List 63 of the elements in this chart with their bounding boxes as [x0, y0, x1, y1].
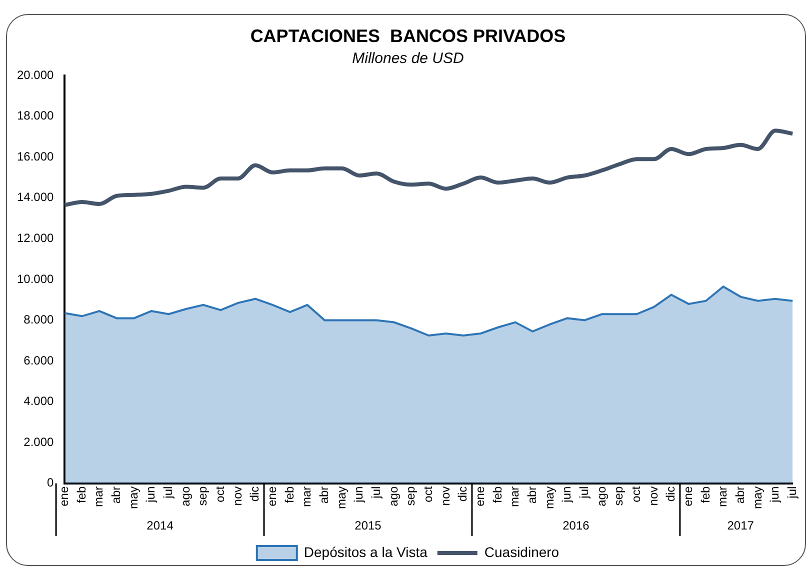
- x-tick-label: dic: [664, 486, 678, 502]
- y-tick-label: 10.000: [17, 272, 54, 286]
- x-tick-label: sep: [196, 486, 210, 506]
- y-tick-label: 18.000: [17, 108, 54, 123]
- x-tick-label: feb: [698, 486, 712, 504]
- text: 2017: [727, 518, 754, 532]
- x-tick-label: abr: [316, 486, 331, 504]
- y-tick-label: 0: [47, 476, 54, 490]
- y-tick-label: 14.000: [17, 190, 54, 204]
- x-tick-label: ene: [680, 486, 695, 506]
- y-tick-label: 12.000: [17, 231, 54, 246]
- x-tick-label: feb: [490, 486, 504, 504]
- text: 2016: [562, 518, 590, 532]
- x-tick-label: oct: [628, 486, 643, 502]
- chart-subtitle: Millones de USD: [352, 50, 464, 67]
- x-tick-label: nov: [230, 486, 244, 506]
- y-tick-label: 20.000: [17, 68, 54, 82]
- x-tick-label: may: [334, 486, 348, 509]
- y-tick-label: 6.000: [24, 353, 54, 368]
- x-tick-label: jun: [768, 486, 782, 504]
- x-tick-label: sep: [404, 486, 418, 506]
- x-tick-label: may: [126, 486, 140, 509]
- y-tick-label: 8.000: [24, 312, 54, 327]
- x-tick-label: oct: [420, 486, 435, 502]
- x-tick-label: abr: [524, 486, 539, 504]
- x-tick-label: dic: [456, 486, 470, 502]
- x-tick-label: mar: [508, 486, 522, 507]
- x-tick-label: ene: [264, 486, 279, 506]
- x-tick-label: mar: [300, 486, 314, 507]
- x-tick-label: feb: [74, 486, 88, 504]
- text: 2014: [146, 518, 174, 532]
- x-tick-label: ene: [472, 486, 487, 506]
- x-tick-label: nov: [646, 486, 660, 506]
- x-tick-label: jul: [161, 486, 175, 500]
- x-tick-label: dic: [248, 486, 262, 502]
- text: 2015: [354, 518, 382, 532]
- x-tick-label: abr: [109, 486, 124, 504]
- x-tick-label: nov: [438, 486, 452, 506]
- x-tick-label: ene: [57, 486, 72, 506]
- x-tick-label: may: [750, 486, 764, 509]
- x-tick-label: jun: [144, 486, 158, 504]
- y-tick-label: 16.000: [17, 149, 54, 164]
- x-tick-label: feb: [282, 486, 296, 504]
- x-tick-label: sep: [612, 486, 626, 506]
- x-tick-label: jul: [784, 486, 799, 500]
- x-tick-label: abr: [732, 486, 747, 504]
- x-tick-label: jun: [560, 486, 574, 504]
- legend-label: Depósitos a la Vista: [304, 544, 428, 560]
- y-tick-label: 2.000: [24, 434, 54, 449]
- x-tick-label: ago: [178, 486, 192, 506]
- x-tick-label: ago: [386, 486, 400, 506]
- x-tick-label: mar: [716, 486, 730, 507]
- x-tick-label: oct: [212, 486, 227, 502]
- x-tick-label: jul: [368, 486, 383, 500]
- x-tick-label: may: [542, 486, 556, 509]
- x-tick-label: jun: [352, 486, 366, 504]
- y-tick-label: 4.000: [24, 394, 54, 408]
- chart-title: CAPTACIONES BANCOS PRIVADOS: [250, 26, 566, 46]
- legend-label: Cuasidinero: [484, 544, 560, 560]
- x-tick-label: jul: [576, 486, 591, 500]
- x-tick-label: mar: [92, 486, 106, 507]
- x-tick-label: ago: [594, 486, 608, 506]
- line-series: [62, 128, 795, 208]
